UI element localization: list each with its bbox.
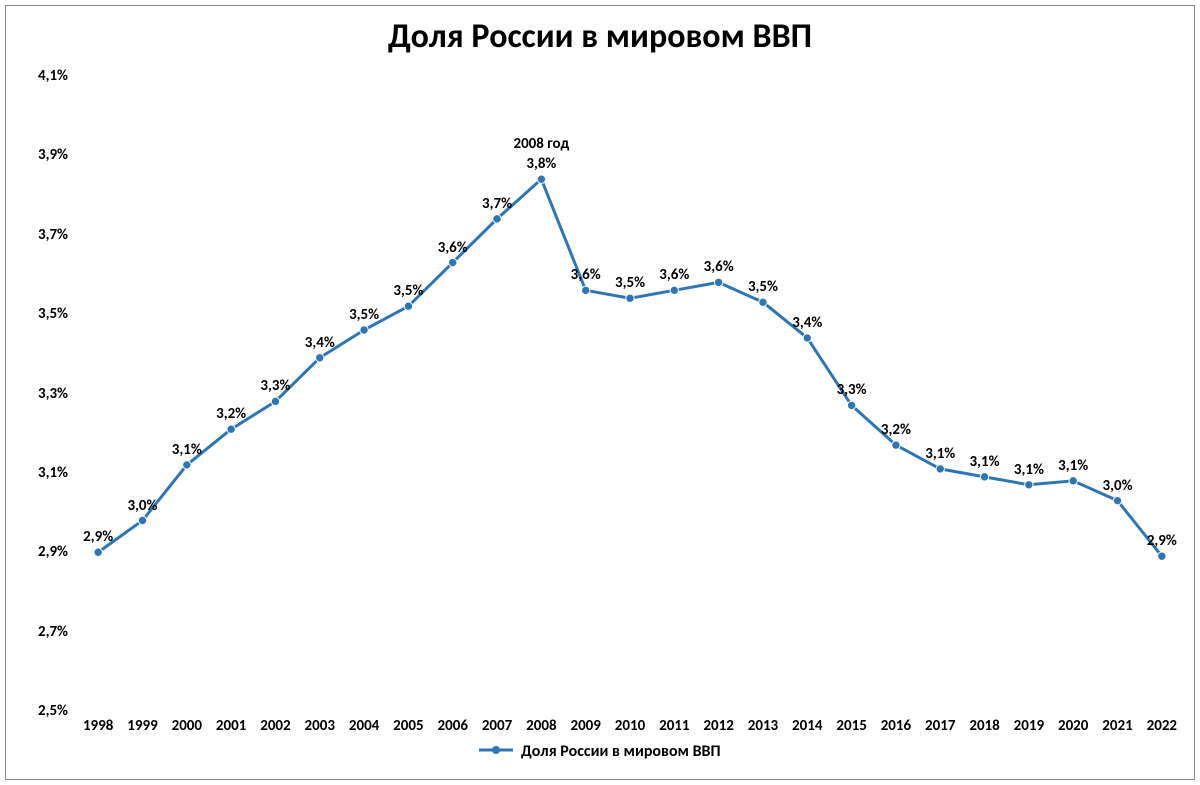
data-point-label: 2,9% — [1147, 532, 1177, 550]
data-point-label: 3,0% — [1103, 477, 1133, 495]
data-point-label: 3,5% — [393, 282, 423, 300]
data-point-label: 3,6% — [571, 266, 601, 284]
x-tick-label: 2018 — [969, 717, 999, 735]
x-tick-label: 2006 — [438, 717, 468, 735]
x-tick-label: 2016 — [881, 717, 911, 735]
x-tick-label: 2005 — [393, 717, 423, 735]
legend-label: Доля России в мировом ВВП — [521, 742, 721, 761]
x-tick-label: 2010 — [615, 717, 645, 735]
x-tick-label: 2015 — [836, 717, 866, 735]
chart-frame: Доля России в мировом ВВП Доля России в … — [5, 5, 1195, 780]
data-point-label: 3,7% — [482, 195, 512, 213]
x-tick-label: 2011 — [659, 717, 689, 735]
x-tick-label: 2013 — [748, 717, 778, 735]
data-point-label: 3,6% — [659, 266, 689, 284]
data-point-label: 2,9% — [83, 528, 113, 546]
data-point-label: 3,3% — [260, 377, 290, 395]
x-tick-label: 2002 — [260, 717, 290, 735]
x-tick-label: 2020 — [1058, 717, 1088, 735]
x-tick-label: 2001 — [216, 717, 246, 735]
x-tick-label: 1999 — [127, 717, 157, 735]
x-tick-label: 2017 — [925, 717, 955, 735]
data-point-label: 3,8% — [526, 155, 556, 173]
y-tick-label: 3,3% — [38, 385, 68, 403]
x-tick-label: 2021 — [1102, 717, 1132, 735]
x-tick-label: 2003 — [305, 717, 335, 735]
data-point-label: 3,5% — [615, 274, 645, 292]
y-tick-label: 3,7% — [38, 226, 68, 244]
data-point-label: 3,0% — [127, 497, 157, 515]
data-point-label: 3,6% — [704, 258, 734, 276]
y-tick-label: 3,5% — [38, 305, 68, 323]
x-tick-label: 2012 — [703, 717, 733, 735]
y-tick-label: 3,1% — [38, 464, 68, 482]
plot-area — [76, 76, 1184, 711]
x-tick-label: 2008 — [526, 717, 556, 735]
data-point-label: 3,6% — [438, 239, 468, 257]
x-tick-label: 2000 — [172, 717, 202, 735]
x-tick-label: 2007 — [482, 717, 512, 735]
y-tick-label: 2,9% — [38, 543, 68, 561]
y-tick-label: 3,9% — [38, 146, 68, 164]
data-point-label: 3,1% — [970, 453, 1000, 471]
line-chart-svg — [76, 76, 1184, 711]
chart-title: Доля России в мировом ВВП — [6, 16, 1194, 57]
y-tick-label: 2,7% — [38, 623, 68, 641]
data-point-label: 3,1% — [1014, 461, 1044, 479]
x-tick-label: 2004 — [349, 717, 379, 735]
x-tick-label: 2014 — [792, 717, 822, 735]
data-point-label: 3,4% — [792, 314, 822, 332]
data-point-label: 3,5% — [748, 278, 778, 296]
data-point-label: 3,2% — [216, 405, 246, 423]
legend: Доля России в мировом ВВП — [6, 741, 1194, 761]
x-tick-label: 2009 — [570, 717, 600, 735]
x-tick-label: 2019 — [1014, 717, 1044, 735]
data-point-label: 3,1% — [925, 445, 955, 463]
x-tick-label: 2022 — [1147, 717, 1177, 735]
data-point-label: 3,2% — [881, 421, 911, 439]
data-point-label: 3,1% — [172, 441, 202, 459]
legend-marker-icon — [479, 742, 513, 761]
data-point-label: 3,5% — [349, 306, 379, 324]
data-point-label: 3,3% — [837, 381, 867, 399]
data-point-label: 3,1% — [1058, 457, 1088, 475]
y-tick-label: 4,1% — [38, 67, 68, 85]
peak-annotation: 2008 год — [513, 135, 569, 153]
x-tick-label: 1998 — [83, 717, 113, 735]
data-point-label: 3,4% — [305, 334, 335, 352]
y-tick-label: 2,5% — [38, 702, 68, 720]
